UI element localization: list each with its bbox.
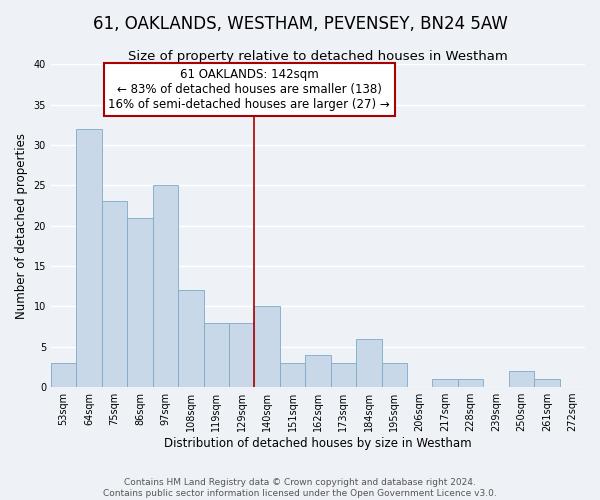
Bar (102, 202, 127, 387)
Bar (76, 128, 102, 387)
Title: Size of property relative to detached houses in Westham: Size of property relative to detached ho… (128, 50, 508, 63)
Bar (433, 379, 458, 387)
Bar (254, 306, 280, 387)
Bar (509, 371, 534, 387)
Bar (127, 218, 152, 387)
Y-axis label: Number of detached properties: Number of detached properties (15, 132, 28, 318)
Text: Contains HM Land Registry data © Crown copyright and database right 2024.
Contai: Contains HM Land Registry data © Crown c… (103, 478, 497, 498)
Bar (458, 379, 483, 387)
Bar (51, 363, 76, 387)
Bar (356, 338, 382, 387)
X-axis label: Distribution of detached houses by size in Westham: Distribution of detached houses by size … (164, 437, 472, 450)
Bar (331, 363, 356, 387)
Text: 61 OAKLANDS: 142sqm
← 83% of detached houses are smaller (138)
16% of semi-detac: 61 OAKLANDS: 142sqm ← 83% of detached ho… (109, 68, 390, 111)
Bar (280, 363, 305, 387)
Bar (229, 322, 254, 387)
Bar (305, 355, 331, 387)
Bar (382, 363, 407, 387)
Bar (534, 379, 560, 387)
Bar (178, 290, 203, 387)
Text: 61, OAKLANDS, WESTHAM, PEVENSEY, BN24 5AW: 61, OAKLANDS, WESTHAM, PEVENSEY, BN24 5A… (92, 15, 508, 33)
Bar (203, 322, 229, 387)
Bar (152, 186, 178, 387)
